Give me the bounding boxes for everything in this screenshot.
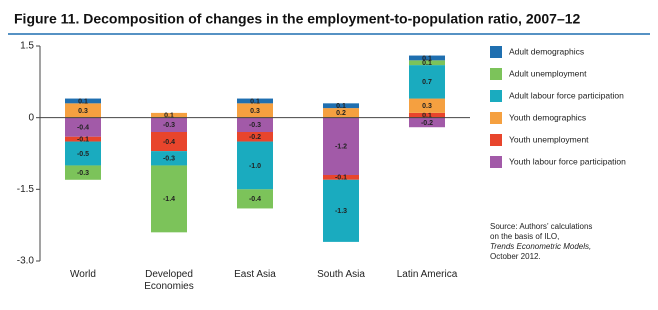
value-label: -1.2	[335, 144, 347, 151]
bar-segment	[65, 103, 101, 118]
value-label: -0.4	[77, 125, 89, 132]
value-label: -0.3	[163, 156, 175, 163]
value-label: -0.1	[335, 175, 347, 182]
value-label: -0.4	[249, 196, 261, 203]
bar-segment	[409, 60, 445, 66]
source-line: Source: Authors’ calculations	[490, 222, 593, 231]
legend-label: Youth demographics	[509, 112, 586, 122]
y-tick-label: 1.5	[20, 41, 34, 52]
bar-segment	[65, 117, 101, 137]
value-label: 0.1	[78, 98, 88, 105]
bar-segment	[151, 132, 187, 152]
source-note: Source: Authors’ calculations on the bas…	[490, 222, 650, 262]
legend-label: Youth unemployment	[509, 134, 589, 144]
bar-segment	[409, 112, 445, 118]
x-tick-label: East Asia	[234, 269, 276, 280]
legend-label: Adult labour force participation	[509, 90, 624, 100]
value-label: 0.7	[422, 79, 432, 86]
legend-swatch	[490, 134, 502, 146]
bar-segment	[237, 132, 273, 142]
bar-segment	[323, 175, 359, 180]
bar-segment	[409, 55, 445, 61]
bar-segment	[151, 165, 187, 233]
bar-segment	[65, 98, 101, 104]
value-label: 0.3	[250, 108, 260, 115]
value-label: -0.2	[421, 120, 433, 127]
value-label: -1.4	[163, 196, 175, 203]
legend-label: Youth labour force participation	[509, 156, 626, 166]
bar-segment	[237, 117, 273, 132]
bar-segment	[237, 98, 273, 104]
bar-segment	[237, 103, 273, 118]
y-tick-label: 0	[28, 112, 34, 123]
legend-label: Adult unemployment	[509, 68, 587, 78]
bar-segment	[151, 117, 187, 132]
x-tick-label: South Asia	[317, 269, 365, 280]
value-label: 0.3	[78, 108, 88, 115]
bar-segment	[65, 165, 101, 180]
legend-label: Adult demographics	[509, 46, 584, 56]
bar-segment	[409, 98, 445, 113]
value-label: 0.1	[164, 113, 174, 120]
value-label: 0.1	[250, 98, 260, 105]
value-label: -0.3	[163, 122, 175, 129]
bar-segment	[151, 112, 187, 118]
source-line: Trends Econometric Models,	[490, 242, 592, 251]
value-label: 0.1	[422, 113, 432, 120]
y-tick-label: -1.5	[17, 184, 35, 195]
value-label: -0.3	[249, 122, 261, 129]
value-label: 0.2	[336, 110, 346, 117]
bar-segment	[323, 103, 359, 109]
value-label: -1.3	[335, 208, 347, 215]
bar-segment	[237, 141, 273, 190]
value-label: 0.3	[422, 103, 432, 110]
legend-swatch	[490, 46, 502, 58]
bar-segment	[323, 179, 359, 242]
x-tick-label: Developed Economies	[144, 269, 194, 292]
bar-segment	[151, 151, 187, 166]
bar-segment	[65, 141, 101, 166]
value-label: 0.1	[422, 55, 432, 62]
value-label: 0.1	[422, 60, 432, 67]
value-label: -0.1	[77, 137, 89, 144]
legend-swatch	[490, 156, 502, 168]
bar-segment	[409, 65, 445, 99]
chart-title: Figure 11. Decomposition of changes in t…	[14, 11, 581, 27]
source-line: October 2012.	[490, 252, 541, 261]
bar-segment	[323, 108, 359, 118]
bar-segment	[323, 117, 359, 175]
source-line: on the basis of ILO,	[490, 232, 560, 241]
value-label: -0.3	[77, 170, 89, 177]
bar-segment	[65, 136, 101, 142]
x-tick-label: World	[70, 269, 96, 280]
bar-segment	[237, 189, 273, 209]
value-label: -0.5	[77, 151, 89, 158]
y-tick-label: -3.0	[17, 256, 35, 267]
value-label: 0.1	[336, 103, 346, 110]
value-label: -0.2	[249, 134, 261, 141]
legend-swatch	[490, 112, 502, 124]
value-label: -0.4	[163, 139, 175, 146]
value-label: -1.0	[249, 163, 261, 170]
x-tick-label: Latin America	[396, 269, 458, 280]
legend-swatch	[490, 90, 502, 102]
legend-swatch	[490, 68, 502, 80]
bar-segment	[409, 117, 445, 128]
